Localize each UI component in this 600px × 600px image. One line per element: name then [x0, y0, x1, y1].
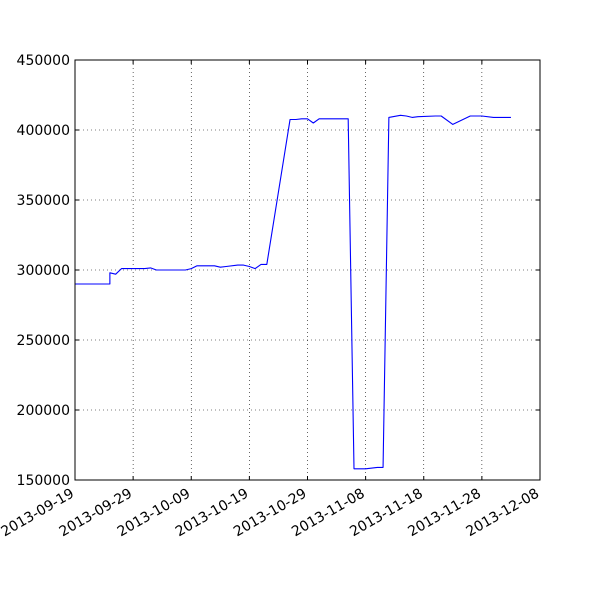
y-tick-label: 250000	[17, 333, 70, 349]
tick-labels: 2013-09-192013-09-292013-10-092013-10-19…	[0, 53, 542, 540]
y-tick-label: 150000	[17, 473, 70, 489]
y-tick-label: 400000	[17, 123, 70, 139]
series-line	[75, 114, 511, 470]
y-tick-label: 200000	[17, 403, 70, 419]
grid-lines	[74, 59, 541, 481]
tick-marks	[74, 59, 541, 481]
series-layer	[75, 114, 511, 470]
y-tick-label: 300000	[17, 263, 70, 279]
y-tick-label: 450000	[17, 53, 70, 69]
y-tick-label: 350000	[17, 193, 70, 209]
